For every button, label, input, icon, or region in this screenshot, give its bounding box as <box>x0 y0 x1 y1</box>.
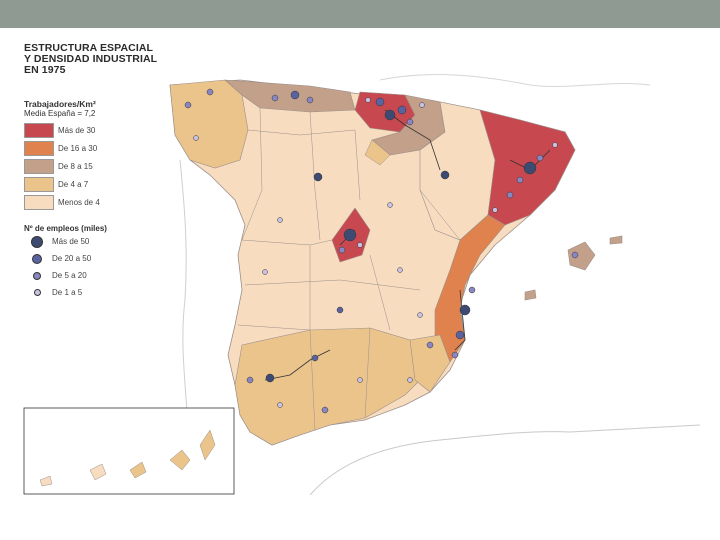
density-class-label: De 4 a 7 <box>58 179 89 189</box>
title-line-1: ESTRUCTURA ESPACIAL <box>24 42 154 54</box>
title-line-2: Y DENSIDAD INDUSTRIAL <box>24 53 158 65</box>
density-swatch <box>24 176 54 192</box>
employment-class-row: Más de 50 <box>24 233 107 250</box>
employment-dot-tiny <box>33 289 41 296</box>
density-class-label: De 16 a 30 <box>58 143 98 153</box>
density-class-row: Menos de 4 <box>24 193 107 211</box>
density-swatch <box>24 158 54 174</box>
region-rioja <box>364 139 391 166</box>
employment-class-label: De 1 a 5 <box>52 288 83 297</box>
region-murcia <box>409 334 451 393</box>
france-coast <box>379 74 651 87</box>
employment-dots <box>184 88 579 414</box>
density-class-label: Más de 30 <box>58 125 96 135</box>
density-class-row: Más de 30 <box>24 121 107 139</box>
title-line-3: EN 1975 <box>24 64 66 76</box>
density-class-row: De 8 a 15 <box>24 157 107 175</box>
spain-map <box>23 74 700 495</box>
employment-dot-medium <box>32 253 42 264</box>
region-valencia <box>434 214 506 363</box>
density-swatch <box>24 140 54 156</box>
employment-class-label: De 5 a 20 <box>52 271 87 280</box>
density-legend-sub: Media España = 7,2 <box>24 109 96 118</box>
density-class-label: De 8 a 15 <box>58 161 93 171</box>
employment-legend-header: Nº de empleos (miles) <box>24 224 107 233</box>
employment-class-row: De 5 a 20 <box>24 267 107 284</box>
employment-class-label: Más de 50 <box>52 237 90 246</box>
region-andalucia <box>234 327 431 446</box>
africa-coast <box>309 424 700 495</box>
density-swatch <box>24 194 54 210</box>
density-class-label: Menos de 4 <box>58 197 100 207</box>
canary-inset <box>23 407 235 495</box>
portugal-border <box>179 159 189 426</box>
employment-class-label: De 20 a 50 <box>52 254 92 263</box>
map-figure <box>10 40 700 495</box>
top-bar <box>0 0 720 28</box>
density-swatch <box>24 122 54 138</box>
legend: Trabajadores/Km² Media España = 7,2 Más … <box>24 99 107 301</box>
employment-class-row: De 1 a 5 <box>24 284 107 301</box>
employment-dot-large <box>31 235 43 248</box>
mallorca <box>567 241 596 271</box>
employment-dot-small <box>33 271 41 280</box>
region-asturias <box>224 79 356 113</box>
ibiza <box>524 289 537 301</box>
map-title: ESTRUCTURA ESPACIAL Y DENSIDAD INDUSTRIA… <box>24 43 157 76</box>
density-class-row: De 4 a 7 <box>24 175 107 193</box>
density-class-row: De 16 a 30 <box>24 139 107 157</box>
menorca <box>609 235 623 245</box>
province-lines <box>237 107 461 431</box>
employment-class-row: De 20 a 50 <box>24 250 107 267</box>
density-legend-header: Trabajadores/Km² <box>24 99 96 109</box>
